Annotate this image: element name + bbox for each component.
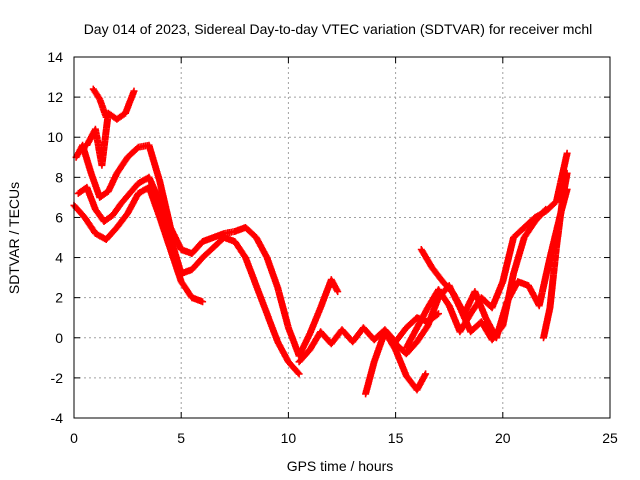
y-tick-label: 2 bbox=[55, 290, 63, 306]
series-markers bbox=[362, 328, 430, 398]
x-tick-label: 25 bbox=[602, 430, 618, 446]
series-track-4 bbox=[83, 87, 138, 169]
series-markers bbox=[89, 85, 110, 121]
y-tick-label: 4 bbox=[55, 250, 63, 266]
y-tick-label: 10 bbox=[47, 129, 63, 145]
series-track-3 bbox=[74, 173, 303, 378]
x-axis-label: GPS time / hours bbox=[287, 458, 394, 474]
series-track-6 bbox=[295, 276, 342, 360]
series-markers bbox=[74, 173, 303, 378]
axis-ticks: 0 5 10 15 20 25 -4 -2 0 2 4 6 8 10 12 14 bbox=[47, 49, 618, 446]
series-markers bbox=[295, 276, 342, 360]
series-track-8 bbox=[362, 328, 430, 398]
chart-title: Day 014 of 2023, Sidereal Day-to-day VTE… bbox=[84, 21, 593, 37]
x-tick-label: 15 bbox=[388, 430, 404, 446]
series-track-11 bbox=[392, 205, 550, 358]
y-tick-label: 12 bbox=[47, 89, 63, 105]
grid bbox=[74, 57, 610, 418]
x-tick-label: 0 bbox=[70, 430, 78, 446]
series-track-12 bbox=[540, 169, 571, 342]
series-track-2 bbox=[72, 141, 303, 360]
series-track-5 bbox=[89, 85, 110, 121]
series-markers bbox=[83, 87, 138, 169]
y-tick-label: -2 bbox=[51, 370, 64, 386]
series-markers bbox=[540, 169, 571, 342]
x-tick-label: 5 bbox=[177, 430, 185, 446]
plot-frame bbox=[73, 56, 611, 419]
y-tick-label: 0 bbox=[55, 330, 63, 346]
data-series bbox=[70, 85, 571, 398]
y-tick-label: 8 bbox=[55, 169, 63, 185]
y-axis-label: SDTVAR / TECUs bbox=[6, 182, 22, 294]
x-tick-label: 20 bbox=[495, 430, 511, 446]
y-tick-label: 14 bbox=[47, 49, 63, 65]
y-tick-label: -4 bbox=[51, 410, 64, 426]
x-tick-label: 10 bbox=[281, 430, 297, 446]
y-tick-label: 6 bbox=[55, 209, 63, 225]
series-markers bbox=[392, 205, 550, 358]
series-markers bbox=[72, 141, 303, 360]
